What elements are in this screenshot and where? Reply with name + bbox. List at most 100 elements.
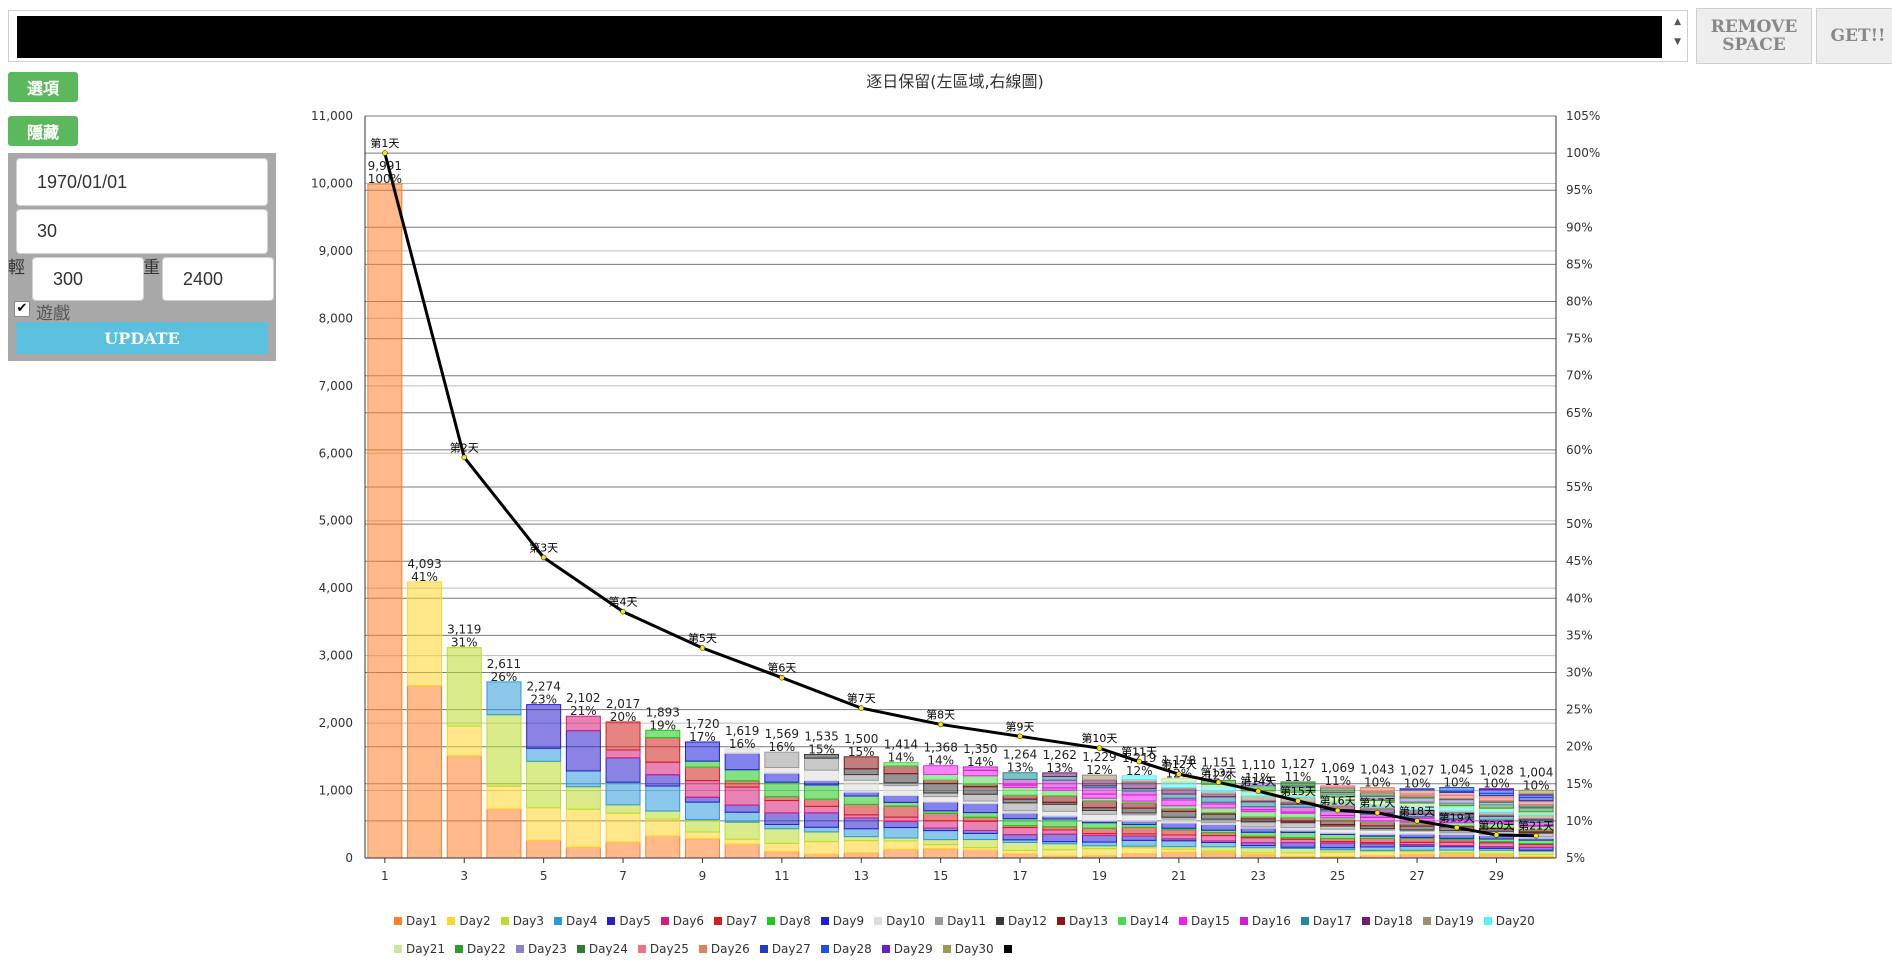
- legend-item[interactable]: Day27: [759, 942, 811, 956]
- legend-item[interactable]: Day1: [394, 914, 437, 928]
- bar-segment: [923, 779, 959, 785]
- bar-segment: [1320, 787, 1356, 793]
- retention-line-point: [1136, 758, 1142, 765]
- legend-item[interactable]: Day24: [576, 942, 628, 956]
- bar-segment: [407, 685, 443, 859]
- bar-segment: [843, 774, 879, 781]
- retention-line-label: 第21天: [1518, 819, 1554, 833]
- bar-segment: [724, 769, 760, 782]
- bar-segment: [1002, 812, 1038, 820]
- legend-item[interactable]: Day16: [1239, 914, 1291, 928]
- retention-line-point: [461, 454, 467, 461]
- remove-space-button[interactable]: REMOVE SPACE: [1696, 8, 1812, 64]
- legend-item[interactable]: Day17: [1300, 914, 1352, 928]
- bar-segment: [1439, 853, 1475, 859]
- date-input[interactable]: 1970/01/01: [16, 158, 268, 206]
- bar-segment: [1042, 829, 1078, 835]
- legend-label: Day4: [566, 914, 598, 928]
- legend-item[interactable]: Day9: [820, 914, 864, 928]
- legend-item[interactable]: Day8: [767, 914, 811, 928]
- bar-segment: [1240, 821, 1276, 828]
- legend-item[interactable]: Day19: [1422, 914, 1474, 928]
- bar-segment: [446, 647, 482, 727]
- legend-item[interactable]: Day30: [942, 942, 994, 956]
- legend-item[interactable]: Day3: [500, 914, 544, 928]
- retention-line-label: 第16天: [1320, 794, 1356, 808]
- legend-item[interactable]: Day26: [698, 942, 750, 956]
- bar-segment: [764, 767, 800, 774]
- bar-segment: [1518, 839, 1554, 845]
- bar-segment: [526, 747, 562, 762]
- min-input[interactable]: 300: [32, 257, 144, 301]
- legend-item[interactable]: Day23: [515, 942, 567, 956]
- bar-segment: [1121, 814, 1157, 822]
- scroll-up-icon[interactable]: ▲: [1674, 17, 1681, 27]
- bar-stacks: [367, 183, 1554, 859]
- bar-segment: [1161, 818, 1197, 824]
- legend-item[interactable]: Day21: [394, 942, 445, 956]
- query-textarea[interactable]: ▲ ▼: [8, 10, 1688, 62]
- legend-item[interactable]: Day28: [820, 942, 872, 956]
- bar-segment: [1439, 841, 1475, 847]
- legend-item[interactable]: Day13: [1057, 914, 1108, 928]
- bar-segment: [1359, 837, 1395, 844]
- bar-segment: [1081, 813, 1117, 822]
- game-checkbox[interactable]: ✔: [14, 301, 30, 317]
- legend-item[interactable]: Day10: [874, 914, 925, 928]
- bar-segment: [804, 805, 840, 814]
- legend-label: Day14: [1129, 914, 1169, 928]
- bar-total-label: 1,619: [725, 724, 759, 738]
- bar-segment: [1161, 788, 1197, 795]
- bar-segment: [1201, 835, 1237, 842]
- retention-line-label: 第15天: [1280, 784, 1316, 798]
- legend-label: Day24: [588, 942, 628, 956]
- update-button[interactable]: UPDATE: [16, 322, 268, 354]
- bar-total-label: 1,720: [685, 717, 719, 731]
- get-button[interactable]: GET!!: [1816, 8, 1892, 64]
- bar-segment: [1399, 788, 1435, 791]
- bar-segment: [1320, 833, 1356, 839]
- bar-segment: [684, 831, 720, 840]
- bar-segment: [486, 808, 522, 859]
- legend-item[interactable]: Day22: [454, 942, 506, 956]
- legend-item[interactable]: Day15: [1178, 914, 1230, 928]
- retention-line-point: [1533, 832, 1539, 839]
- bar-segment: [1201, 824, 1237, 831]
- hide-button[interactable]: 隱藏: [8, 116, 78, 146]
- legend-item[interactable]: Day4: [554, 914, 597, 928]
- bar-segment: [1161, 851, 1197, 859]
- legend-label: Day12: [1008, 914, 1047, 928]
- legend-item[interactable]: Day7: [714, 914, 757, 928]
- y-right-tick-label: 35%: [1566, 628, 1593, 642]
- bar-segment: [843, 756, 879, 770]
- bar-percent-label: 10%: [1483, 777, 1510, 791]
- legend-item[interactable]: Day12: [996, 914, 1047, 928]
- days-input[interactable]: 30: [16, 209, 268, 254]
- bar-segment: [1161, 810, 1197, 818]
- bar-segment: [923, 839, 959, 846]
- legend-item[interactable]: Day5: [607, 914, 651, 928]
- bar-segment: [962, 832, 998, 841]
- legend-item[interactable]: Day2: [447, 914, 491, 928]
- max-input[interactable]: 2400: [162, 257, 274, 301]
- legend-item[interactable]: Day20: [1483, 914, 1535, 928]
- bar-segment: [923, 812, 959, 822]
- legend-item[interactable]: Day25: [637, 942, 689, 956]
- bar-total-label: 1,350: [963, 742, 997, 756]
- bar-segment: [1121, 802, 1157, 809]
- legend-item[interactable]: Day14: [1117, 914, 1169, 928]
- bar-segment: [526, 839, 562, 859]
- y-right-tick-label: 40%: [1566, 591, 1593, 605]
- bar-segment: [1320, 828, 1356, 834]
- legend-item[interactable]: Day29: [881, 942, 933, 956]
- legend-item[interactable]: [1003, 942, 1016, 956]
- options-button[interactable]: 選項: [8, 72, 78, 102]
- legend-item[interactable]: Day18: [1361, 914, 1413, 928]
- bar-percent-label: 100%: [368, 172, 402, 186]
- legend-item[interactable]: Day6: [660, 914, 704, 928]
- y-right-tick-label: 105%: [1566, 109, 1600, 123]
- scroll-down-icon[interactable]: ▼: [1674, 37, 1681, 47]
- legend-item[interactable]: Day11: [935, 914, 986, 928]
- legend-swatch: [660, 917, 669, 925]
- retention-line-point: [1374, 809, 1381, 816]
